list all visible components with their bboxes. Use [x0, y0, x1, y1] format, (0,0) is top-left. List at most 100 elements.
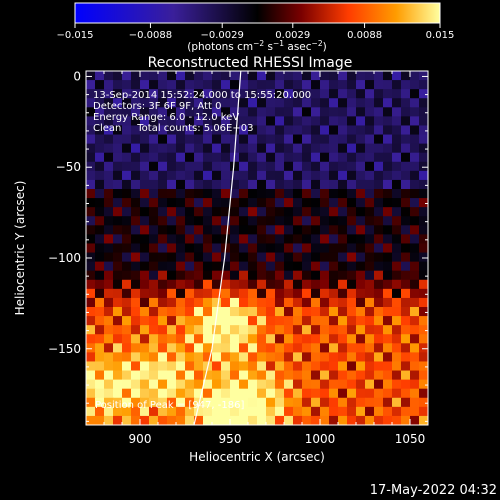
- heatmap-cell: [284, 370, 294, 381]
- heatmap-cell: [275, 252, 285, 263]
- heatmap-cell: [266, 179, 276, 190]
- heatmap-cell: [194, 252, 204, 263]
- heatmap-cell: [374, 189, 384, 199]
- heatmap-cell: [221, 134, 231, 145]
- heatmap-cell: [86, 370, 96, 381]
- heatmap-cell: [167, 207, 177, 217]
- heatmap-cells: [86, 71, 428, 425]
- heatmap-cell: [194, 234, 204, 245]
- heatmap-cell: [338, 316, 348, 326]
- heatmap-cell: [194, 325, 204, 335]
- heatmap-cell: [275, 143, 285, 154]
- heatmap-cell: [131, 116, 141, 127]
- heatmap-cell: [338, 234, 348, 245]
- heatmap-cell: [410, 270, 420, 281]
- heatmap-cell: [284, 170, 294, 181]
- heatmap-cell: [338, 370, 348, 381]
- heatmap-cell: [140, 71, 150, 81]
- heatmap-cell: [347, 370, 357, 381]
- heatmap-cell: [320, 207, 330, 217]
- heatmap-cell: [221, 352, 231, 363]
- heatmap-cell: [167, 352, 177, 363]
- heatmap-cell: [401, 98, 411, 108]
- heatmap-cell: [113, 352, 123, 363]
- heatmap-cell: [284, 406, 294, 417]
- heatmap-cell: [419, 216, 428, 226]
- heatmap-cell: [176, 134, 186, 145]
- heatmap-cell: [392, 379, 402, 390]
- heatmap-cell: [239, 406, 249, 417]
- heatmap-cell: [194, 170, 204, 181]
- heatmap-cell: [374, 152, 384, 163]
- heatmap-cell: [365, 134, 375, 145]
- heatmap-cell: [320, 225, 330, 235]
- heatmap-cell: [257, 379, 267, 390]
- heatmap-cell: [275, 134, 285, 145]
- heatmap-cell: [158, 397, 168, 408]
- heatmap-cell: [320, 161, 330, 172]
- heatmap-cell: [275, 406, 285, 417]
- heatmap-cell: [365, 216, 375, 226]
- heatmap-cell: [149, 179, 159, 190]
- heatmap-cell: [230, 161, 240, 172]
- colorbar-tick-label: −0.015: [56, 30, 93, 41]
- heatmap-cell: [329, 98, 339, 108]
- heatmap-cell: [131, 152, 141, 163]
- heatmap-cell: [356, 207, 366, 217]
- heatmap-cell: [365, 334, 375, 344]
- heatmap-cell: [230, 388, 240, 399]
- heatmap-cell: [176, 252, 186, 263]
- heatmap-cell: [356, 143, 366, 154]
- heatmap-cell: [239, 297, 249, 308]
- heatmap-cell: [239, 352, 249, 363]
- heatmap-cell: [383, 370, 393, 381]
- heatmap-cell: [302, 243, 312, 254]
- heatmap-cell: [149, 352, 159, 363]
- heatmap-cell: [401, 397, 411, 408]
- heatmap-cell: [131, 71, 141, 81]
- heatmap-cell: [140, 297, 150, 308]
- heatmap-cell: [158, 379, 168, 390]
- heatmap-cell: [248, 152, 258, 163]
- heatmap-cell: [203, 89, 213, 99]
- heatmap-cell: [320, 234, 330, 245]
- heatmap-cell: [302, 370, 312, 381]
- heatmap-cell: [275, 388, 285, 399]
- heatmap-cell: [383, 80, 393, 90]
- heatmap-cell: [266, 225, 276, 235]
- heatmap-cell: [140, 225, 150, 235]
- heatmap-cell: [347, 89, 357, 99]
- heatmap-cell: [419, 234, 428, 245]
- heatmap-cell: [356, 189, 366, 199]
- heatmap-cell: [410, 107, 420, 117]
- heatmap-cell: [257, 397, 267, 408]
- heatmap-cell: [185, 270, 195, 281]
- heatmap-cell: [392, 415, 402, 425]
- colorbar-unit-label: (photons cm−2 s−1 asec−2): [187, 39, 326, 53]
- heatmap-cell: [95, 379, 105, 390]
- peak-position-label: Position of Peak = [947, -186]: [95, 400, 244, 411]
- heatmap-cell: [329, 216, 339, 226]
- heatmap-cell: [410, 406, 420, 417]
- heatmap-cell: [194, 288, 204, 299]
- colorbar-tick-label: −0.0029: [201, 30, 244, 41]
- heatmap-cell: [104, 261, 114, 272]
- heatmap-cell: [302, 415, 312, 425]
- heatmap-cell: [248, 71, 258, 81]
- heatmap-cell: [311, 379, 321, 390]
- heatmap-cell: [239, 198, 249, 208]
- heatmap-cell: [392, 325, 402, 335]
- heatmap-cell: [311, 71, 321, 81]
- heatmap-cell: [383, 325, 393, 335]
- heatmap-cell: [194, 125, 204, 136]
- heatmap-cell: [374, 406, 384, 417]
- heatmap-cell: [131, 370, 141, 381]
- heatmap-cell: [248, 234, 258, 245]
- heatmap-cell: [293, 71, 303, 81]
- heatmap-cell: [347, 216, 357, 226]
- heatmap-cell: [257, 198, 267, 208]
- heatmap-cell: [194, 198, 204, 208]
- heatmap-cell: [149, 216, 159, 226]
